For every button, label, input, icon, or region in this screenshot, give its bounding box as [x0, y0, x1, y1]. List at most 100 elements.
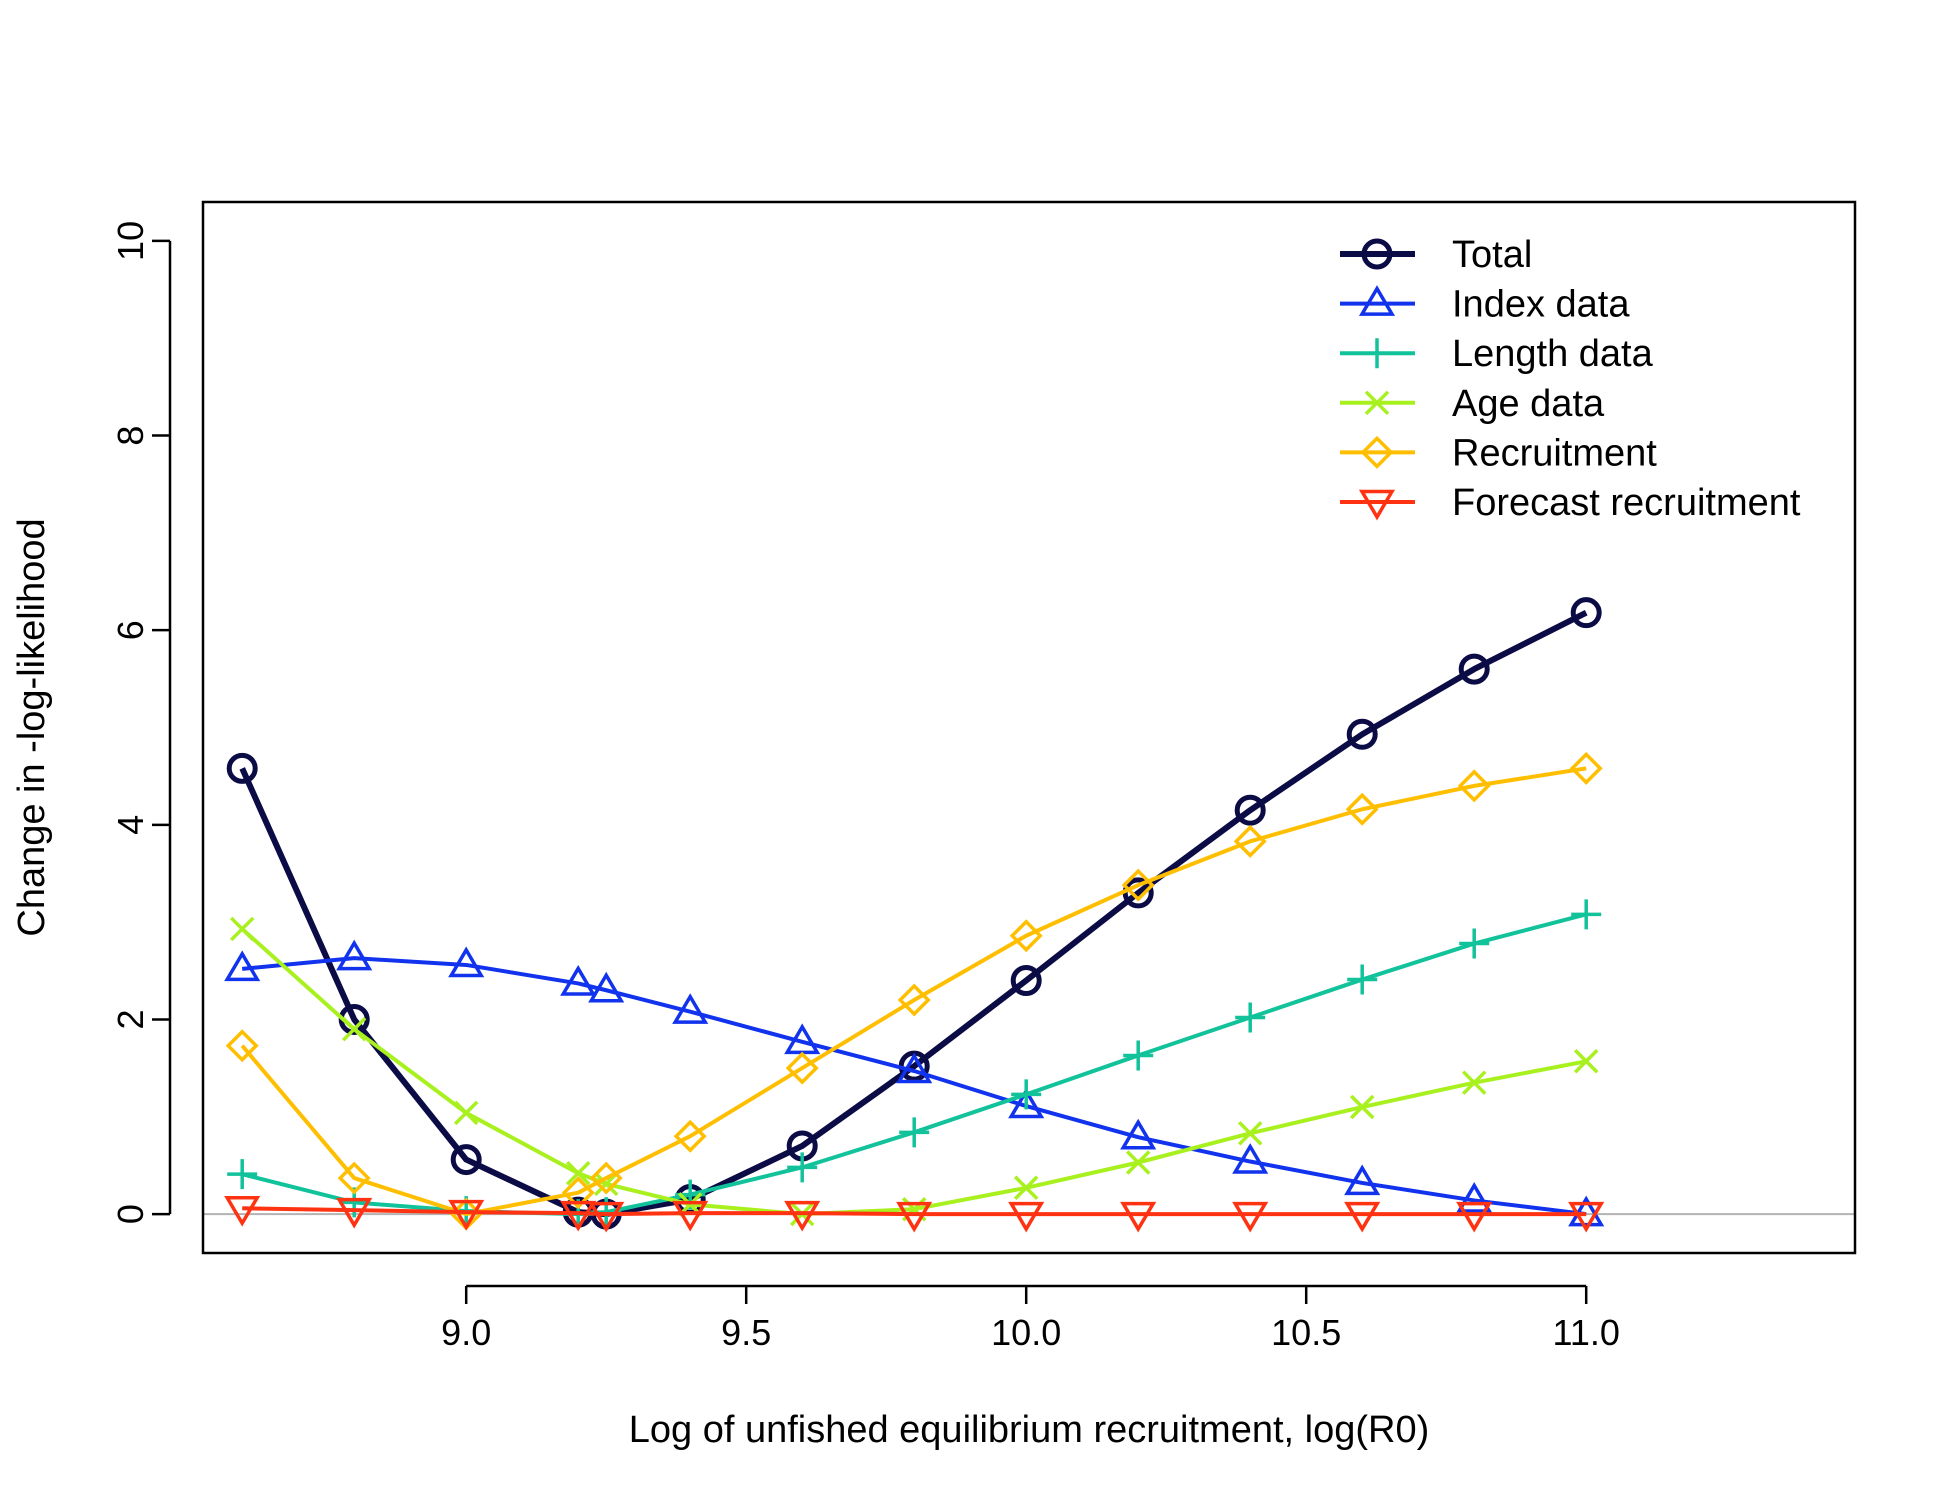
data-point-index-data: [1120, 1118, 1157, 1150]
data-point-forecast-recruitment: [1344, 1201, 1381, 1233]
data-point-age-data: [229, 916, 255, 942]
plot-frame: [201, 200, 1857, 1255]
x-axis: 9.0 9.5 10.0 10.5 11.0: [441, 1284, 1620, 1353]
legend-label: Age data: [1452, 383, 1605, 425]
data-point-forecast-recruitment: [1568, 1201, 1605, 1233]
legend-entry-recruitment: Recruitment: [1340, 432, 1657, 474]
data-point-index-data: [560, 964, 597, 996]
series-index-data: [224, 939, 1605, 1227]
data-point-index-data: [1008, 1087, 1045, 1119]
data-point-index-data: [336, 939, 373, 971]
data-point-recruitment: [1233, 824, 1267, 858]
data-point-index-data: [224, 950, 261, 982]
data-point-index-data: [1344, 1164, 1381, 1196]
y-axis: 0 2 4 6 8 10: [110, 221, 172, 1224]
data-point-age-data: [1349, 1094, 1375, 1120]
legend-label: Total: [1452, 234, 1532, 276]
legend-label: Index data: [1452, 284, 1630, 326]
x-tick-label: 9.5: [721, 1312, 771, 1353]
legend-swatch-marker: [1361, 238, 1393, 270]
legend-entry-total: Total: [1340, 234, 1532, 276]
data-point-total: [450, 1144, 482, 1176]
y-tick-label: 2: [110, 1009, 151, 1029]
data-point-length-data: [1347, 964, 1378, 995]
data-point-forecast-recruitment: [560, 1200, 597, 1232]
data-point-age-data: [453, 1100, 479, 1126]
legend-label: Recruitment: [1452, 432, 1657, 474]
series-forecast-recruitment: [224, 1195, 1605, 1233]
data-point-forecast-recruitment: [1232, 1201, 1269, 1233]
data-point-length-data: [1235, 1002, 1266, 1033]
data-point-recruitment: [1121, 868, 1155, 902]
x-axis-title: Log of unfished equilibrium recruitment,…: [629, 1409, 1430, 1451]
data-point-total: [1010, 965, 1042, 997]
series-layer: [224, 597, 1605, 1233]
y-tick-label: 0: [110, 1204, 151, 1224]
data-point-recruitment: [337, 1161, 371, 1195]
data-point-forecast-recruitment: [896, 1201, 933, 1233]
legend-swatch-marker: [1362, 338, 1392, 369]
data-point-recruitment: [1009, 919, 1043, 953]
data-point-total: [1234, 794, 1266, 826]
data-point-age-data: [1573, 1049, 1599, 1074]
data-point-length-data: [227, 1159, 258, 1190]
data-point-forecast-recruitment: [784, 1200, 821, 1232]
data-point-forecast-recruitment: [1008, 1201, 1045, 1233]
data-point-recruitment: [589, 1161, 623, 1195]
legend-swatch-marker: [1364, 390, 1390, 416]
data-point-total: [1458, 653, 1490, 685]
data-point-length-data: [1571, 899, 1602, 930]
y-tick-label: 4: [110, 815, 151, 835]
data-point-recruitment: [897, 983, 931, 1017]
data-point-recruitment: [225, 1029, 259, 1063]
data-point-age-data: [1125, 1150, 1151, 1175]
data-point-age-data: [1461, 1070, 1487, 1095]
data-point-age-data: [1237, 1121, 1263, 1146]
x-tick-label: 9.0: [441, 1312, 491, 1353]
data-point-recruitment: [1345, 792, 1379, 826]
data-point-forecast-recruitment: [224, 1195, 261, 1227]
data-point-forecast-recruitment: [588, 1201, 625, 1233]
legend-entry-index-data: Index data: [1340, 284, 1630, 326]
data-point-length-data: [1459, 928, 1490, 959]
data-point-age-data: [565, 1160, 591, 1186]
series-line-forecast-recruitment: [242, 1206, 1587, 1217]
legend-swatch-marker: [1358, 489, 1396, 521]
data-point-recruitment: [673, 1119, 707, 1153]
data-point-recruitment: [785, 1051, 819, 1085]
y-tick-label: 6: [110, 620, 151, 640]
data-point-index-data: [1568, 1195, 1605, 1227]
data-point-index-data: [588, 971, 625, 1003]
data-point-length-data: [899, 1117, 930, 1148]
series-line-index-data: [242, 956, 1587, 1217]
data-point-total: [1570, 597, 1602, 629]
data-point-forecast-recruitment: [1120, 1201, 1157, 1233]
legend: Total Index data Length data Age data Recrui…: [1340, 234, 1801, 524]
legend-swatch-marker: [1360, 435, 1394, 469]
legend-entry-length-data: Length data: [1340, 333, 1654, 375]
data-point-index-data: [1232, 1143, 1269, 1174]
y-tick-label: 10: [110, 221, 151, 261]
legend-label: Length data: [1452, 333, 1654, 375]
data-point-total: [1346, 718, 1378, 750]
data-point-length-data: [787, 1152, 818, 1183]
data-point-length-data: [1123, 1040, 1154, 1071]
data-point-index-data: [1456, 1181, 1493, 1213]
x-tick-label: 10.0: [991, 1312, 1061, 1353]
x-tick-label: 11.0: [1552, 1312, 1619, 1353]
data-point-index-data: [672, 993, 709, 1024]
legend-entry-age-data: Age data: [1340, 383, 1605, 425]
data-point-index-data: [896, 1052, 933, 1084]
y-tick-label: 8: [110, 426, 151, 446]
data-point-forecast-recruitment: [336, 1197, 373, 1229]
data-point-forecast-recruitment: [448, 1199, 485, 1231]
data-point-age-data: [341, 1016, 367, 1042]
x-tick-label: 10.5: [1271, 1312, 1341, 1353]
series-line-total: [239, 609, 1588, 1218]
data-point-total: [226, 752, 258, 784]
legend-label: Forecast recruitment: [1452, 482, 1801, 524]
data-point-age-data: [1013, 1175, 1039, 1201]
data-point-recruitment: [1457, 769, 1491, 803]
data-point-forecast-recruitment: [1456, 1201, 1493, 1233]
